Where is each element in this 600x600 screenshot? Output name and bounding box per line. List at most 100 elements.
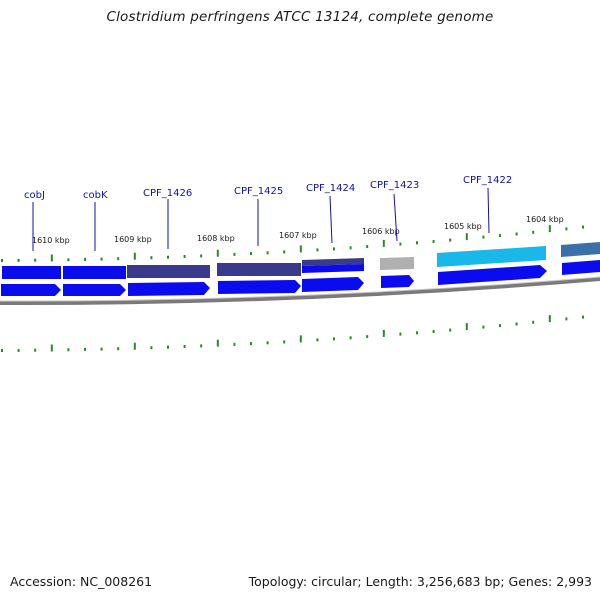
gene-labels: cobJ cobK CPF_1426 CPF_1425 CPF_1424 CPF…: [24, 175, 512, 201]
major-tick-mark: [133, 252, 136, 260]
kbp-label: 1604 kbp: [526, 215, 564, 224]
gene-label-cobK[interactable]: cobK: [83, 190, 108, 201]
tick-mark: [1, 349, 3, 352]
tick-mark: [233, 252, 236, 256]
tick-mark: [34, 348, 37, 352]
tick-mark: [200, 344, 203, 348]
gene-block[interactable]: [380, 257, 414, 270]
tick-mark: [67, 348, 70, 352]
tick-mark: [100, 257, 103, 261]
gene-label-cpf-1423[interactable]: CPF_1423: [370, 180, 419, 191]
gene-arrow[interactable]: [438, 265, 547, 285]
tick-mark: [515, 232, 518, 236]
gene-label-leaders: [32, 187, 490, 251]
gene-label-cobJ[interactable]: cobJ: [24, 190, 45, 201]
tick-mark: [416, 241, 418, 245]
kbp-scale: 1610 kbp 1609 kbp 1608 kbp 1607 kbp 1606…: [32, 215, 564, 245]
gene-block[interactable]: [561, 242, 600, 257]
leader-line: [329, 195, 333, 244]
gene-label-cpf-1426[interactable]: CPF_1426: [143, 188, 192, 199]
tick-mark: [266, 341, 269, 345]
tick-mark: [17, 348, 20, 352]
kbp-label: 1605 kbp: [444, 222, 482, 231]
major-tick-mark: [382, 329, 385, 337]
genome-backbone: [0, 277, 600, 306]
tick-mark: [333, 247, 335, 251]
tick-mark: [167, 345, 169, 349]
tick-mark: [100, 347, 103, 351]
major-tick-mark: [133, 342, 136, 350]
gene-block[interactable]: [217, 263, 301, 276]
tick-mark: [84, 257, 86, 261]
gene-label-cpf-1422[interactable]: CPF_1422: [463, 175, 512, 186]
major-tick-mark: [299, 335, 302, 343]
tick-mark: [316, 248, 319, 252]
map-title: Clostridium perfringens ATCC 13124, comp…: [106, 9, 494, 25]
tick-mark: [482, 235, 485, 239]
tick-mark: [183, 345, 186, 348]
major-tick-mark: [50, 254, 53, 262]
feature-row-lower: [1, 260, 600, 296]
major-tick-mark: [216, 249, 219, 257]
tick-mark: [366, 245, 369, 249]
tick-mark: [150, 346, 153, 350]
tick-mark: [565, 227, 568, 231]
major-tick-mark: [382, 239, 385, 247]
top-tick-track: [1, 225, 584, 262]
gene-block[interactable]: [2, 266, 61, 279]
tick-mark: [499, 324, 501, 328]
tick-mark: [532, 230, 535, 234]
gene-arrow[interactable]: [562, 260, 600, 275]
tick-mark: [67, 258, 70, 262]
tick-mark: [499, 234, 501, 238]
tick-mark: [117, 257, 120, 261]
tick-mark: [266, 251, 269, 255]
tick-mark: [432, 240, 435, 243]
gene-arrow[interactable]: [218, 280, 301, 294]
major-tick-mark: [548, 225, 551, 233]
tick-mark: [233, 342, 236, 346]
gene-block[interactable]: [63, 266, 126, 279]
accession-text: Accession: NC_008261: [10, 574, 153, 589]
tick-mark: [1, 259, 3, 262]
kbp-label: 1608 kbp: [197, 234, 235, 243]
tick-mark: [449, 238, 452, 242]
major-tick-mark: [299, 245, 302, 253]
leader-line: [393, 193, 398, 242]
tick-mark: [482, 325, 485, 329]
gene-label-cpf-1424[interactable]: CPF_1424: [306, 183, 355, 194]
gene-block[interactable]: [302, 264, 364, 273]
tick-mark: [84, 347, 86, 351]
gene-block[interactable]: [127, 265, 210, 278]
tick-mark: [250, 252, 252, 256]
gene-arrow[interactable]: [63, 284, 126, 296]
tick-mark: [432, 330, 435, 333]
gene-label-cpf-1425[interactable]: CPF_1425: [234, 186, 283, 197]
tick-mark: [449, 328, 452, 332]
gene-arrow[interactable]: [128, 282, 210, 296]
tick-mark: [283, 340, 286, 344]
gene-block[interactable]: [302, 258, 364, 266]
tick-mark: [349, 336, 352, 340]
tick-mark: [349, 246, 352, 250]
major-tick-mark: [216, 339, 219, 347]
kbp-label: 1609 kbp: [114, 235, 152, 244]
tick-mark: [399, 332, 402, 336]
genome-backbone-highlight: [0, 276, 600, 302]
gene-arrow[interactable]: [302, 277, 364, 292]
gene-block[interactable]: [437, 246, 546, 267]
genome-summary-text: Topology: circular; Length: 3,256,683 bp…: [248, 574, 592, 589]
tick-mark: [416, 331, 418, 335]
feature-row-upper: [2, 242, 600, 279]
leader-line: [487, 187, 490, 234]
tick-mark: [150, 256, 153, 260]
tick-mark: [399, 242, 402, 246]
gene-arrow[interactable]: [1, 284, 61, 296]
gene-arrow[interactable]: [381, 275, 414, 288]
tick-mark: [316, 338, 319, 342]
tick-mark: [333, 337, 335, 341]
tick-mark: [167, 255, 169, 259]
major-tick-mark: [465, 233, 468, 241]
tick-mark: [565, 317, 568, 321]
